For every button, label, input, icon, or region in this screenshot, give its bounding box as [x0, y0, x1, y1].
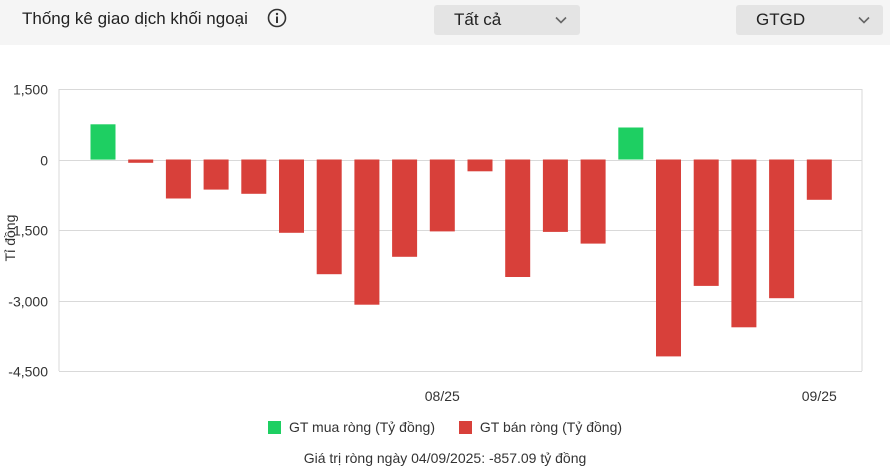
bars-layer [90, 124, 832, 357]
bar-net-buy [90, 124, 116, 160]
legend-swatch-buy [267, 420, 281, 434]
y-tick-label: 0 [40, 153, 48, 169]
y-axis-label: Tỉ đồng [2, 215, 18, 262]
bar-net-sell [580, 159, 606, 244]
net-value-footnote: Giá trị ròng ngày 04/09/2025: -857.09 tỷ… [303, 450, 587, 466]
bar-net-sell [806, 159, 832, 200]
bar-net-sell [392, 159, 418, 257]
bar-net-sell [203, 159, 229, 190]
chevron-down-icon [555, 16, 567, 24]
labels-layer: 1,500 0 -1,500 -3,000 -4,500 Tỉ đồng 08/25 09/2… [2, 82, 837, 405]
bar-net-sell [165, 159, 191, 199]
info-icon[interactable] [267, 8, 287, 28]
legend-label-sell: GT bán ròng (Tỷ đồng) [479, 419, 623, 435]
bar-net-sell [505, 159, 531, 277]
filter-select[interactable]: Tất cả [434, 5, 580, 35]
bar-net-sell [656, 159, 681, 357]
bar-net-sell [467, 159, 493, 172]
bar-net-sell [241, 159, 267, 194]
x-tick-label: 09/25 [802, 388, 837, 404]
net-trade-bar-chart: 1,500 0 -1,500 -3,000 -4,500 Tỉ đồng 08/25 09/2… [2, 82, 863, 405]
legend-item-sell[interactable]: GT bán ròng (Tỷ đồng) [458, 419, 623, 435]
y-tick-label: -3,000 [8, 294, 48, 310]
bar-net-sell [128, 159, 154, 163]
metric-select-value: GTGD [756, 10, 806, 29]
metric-select[interactable]: GTGD [736, 5, 883, 35]
chevron-down-icon [858, 16, 870, 24]
legend: GT mua ròng (Tỷ đồng) GT bán ròng (Tỷ đồ… [0, 419, 890, 437]
header-bar: Thống kê giao dịch khối ngoại Tất cả GTG… [0, 0, 890, 45]
page-title: Thống kê giao dịch khối ngoại [22, 9, 248, 28]
y-tick-label: -4,500 [8, 364, 48, 380]
bar-net-sell [354, 159, 380, 305]
legend-swatch-sell [458, 420, 472, 434]
y-tick-label: 1,500 [13, 82, 48, 98]
x-tick-label: 08/25 [425, 388, 460, 404]
bar-net-buy [618, 127, 644, 160]
bar-net-sell [316, 159, 342, 275]
bar-net-sell [542, 159, 568, 232]
legend-item-buy[interactable]: GT mua ròng (Tỷ đồng) [267, 419, 435, 435]
bar-net-sell [731, 159, 757, 328]
bar-net-sell [429, 159, 455, 232]
filter-select-value: Tất cả [454, 10, 502, 29]
grid-layer [58, 89, 863, 372]
bar-net-sell [693, 159, 719, 286]
legend-label-buy: GT mua ròng (Tỷ đồng) [288, 419, 435, 435]
bar-net-sell [279, 159, 304, 233]
bar-net-sell [769, 159, 795, 299]
y-tick-label: -1,500 [8, 223, 48, 239]
